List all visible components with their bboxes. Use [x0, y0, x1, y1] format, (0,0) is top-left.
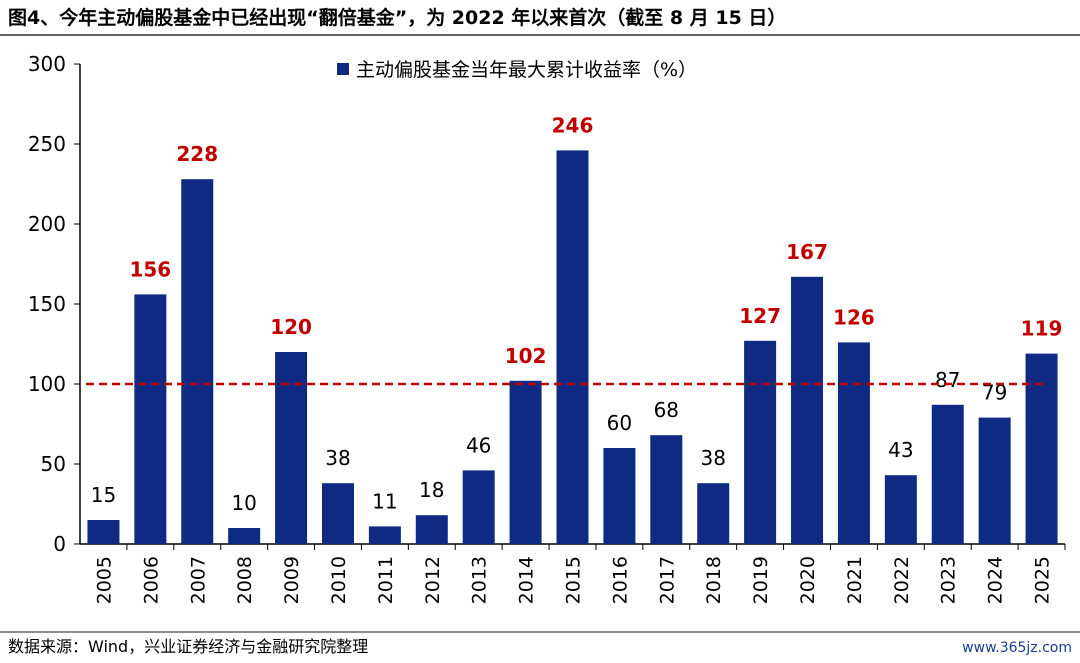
- data-label: 127: [739, 304, 781, 328]
- data-label: 156: [129, 257, 171, 281]
- data-label: 46: [466, 433, 491, 457]
- data-label: 246: [552, 113, 594, 137]
- bar: [462, 470, 495, 544]
- bar: [650, 435, 683, 544]
- x-tick-label: 2005: [93, 556, 115, 604]
- data-label: 87: [935, 368, 960, 392]
- data-label: 18: [419, 478, 444, 502]
- x-tick-label: 2007: [187, 556, 209, 604]
- x-tick-label: 2019: [750, 556, 772, 604]
- x-tick-label: 2011: [375, 556, 397, 604]
- legend-swatch: [337, 63, 349, 75]
- legend: 主动偏股基金当年最大累计收益率（%）: [337, 59, 697, 81]
- x-tick-label: 2017: [656, 556, 678, 604]
- bar: [321, 483, 354, 544]
- x-tick-label: 2025: [1032, 556, 1054, 604]
- data-label: 68: [654, 398, 679, 422]
- legend-label: 主动偏股基金当年最大累计收益率（%）: [356, 59, 697, 81]
- data-label: 119: [1021, 317, 1063, 341]
- x-tick-label: 2014: [516, 556, 538, 604]
- x-tick-label: 2010: [328, 556, 350, 604]
- y-tick-label: 150: [28, 292, 66, 316]
- bar: [228, 528, 261, 544]
- bar: [837, 342, 870, 544]
- data-label: 120: [270, 315, 312, 339]
- data-label: 167: [786, 240, 828, 264]
- x-tick-label: 2020: [797, 556, 819, 604]
- data-label: 10: [231, 491, 256, 515]
- bar: [697, 483, 730, 544]
- x-tick-label: 2013: [469, 556, 491, 604]
- bar: [368, 526, 401, 544]
- data-label: 38: [700, 446, 725, 470]
- x-tick-label: 2018: [703, 556, 725, 604]
- watermark: www.365jz.com: [962, 640, 1072, 656]
- bar: [275, 352, 308, 544]
- y-tick-label: 100: [28, 372, 66, 396]
- x-tick-label: 2009: [281, 556, 303, 604]
- bar: [603, 448, 636, 544]
- data-label: 126: [833, 305, 875, 329]
- bar: [556, 150, 589, 544]
- data-label: 38: [325, 446, 350, 470]
- y-tick-label: 50: [41, 452, 66, 476]
- bar: [134, 294, 167, 544]
- data-label: 11: [372, 489, 397, 513]
- bar: [181, 179, 214, 544]
- data-label: 60: [607, 411, 632, 435]
- x-tick-label: 2022: [891, 556, 913, 604]
- y-tick-label: 200: [28, 212, 66, 236]
- x-tick-label: 2024: [985, 556, 1007, 604]
- bar: [931, 404, 964, 544]
- x-tick-label: 2015: [563, 556, 585, 604]
- data-label: 43: [888, 438, 913, 462]
- x-tick-label: 2016: [609, 556, 631, 604]
- x-tick-label: 2023: [938, 556, 960, 604]
- bar: [87, 520, 120, 544]
- data-label: 15: [91, 483, 116, 507]
- y-tick-label: 300: [28, 52, 66, 76]
- bar: [415, 515, 448, 544]
- bar: [791, 276, 824, 544]
- chart-title: 图4、今年主动偏股基金中已经出现“翻倍基金”，为 2022 年以来首次（截至 8…: [8, 6, 786, 29]
- x-tick-label: 2021: [844, 556, 866, 604]
- source-note: 数据来源：Wind，兴业证券经济与金融研究院整理: [8, 637, 368, 656]
- bar: [884, 475, 917, 544]
- y-tick-label: 0: [53, 532, 66, 556]
- data-label: 102: [505, 344, 547, 368]
- x-tick-label: 2012: [422, 556, 444, 604]
- bar: [509, 380, 542, 544]
- data-label: 228: [176, 142, 218, 166]
- bar: [744, 340, 777, 544]
- bar: [978, 417, 1011, 544]
- y-tick-label: 250: [28, 132, 66, 156]
- bar: [1025, 353, 1058, 544]
- x-tick-label: 2006: [140, 556, 162, 604]
- x-tick-label: 2008: [234, 556, 256, 604]
- plot-area: 0 50 100 150 200 250 300 15 2005 156 2006 228 2007 10…: [28, 52, 1066, 604]
